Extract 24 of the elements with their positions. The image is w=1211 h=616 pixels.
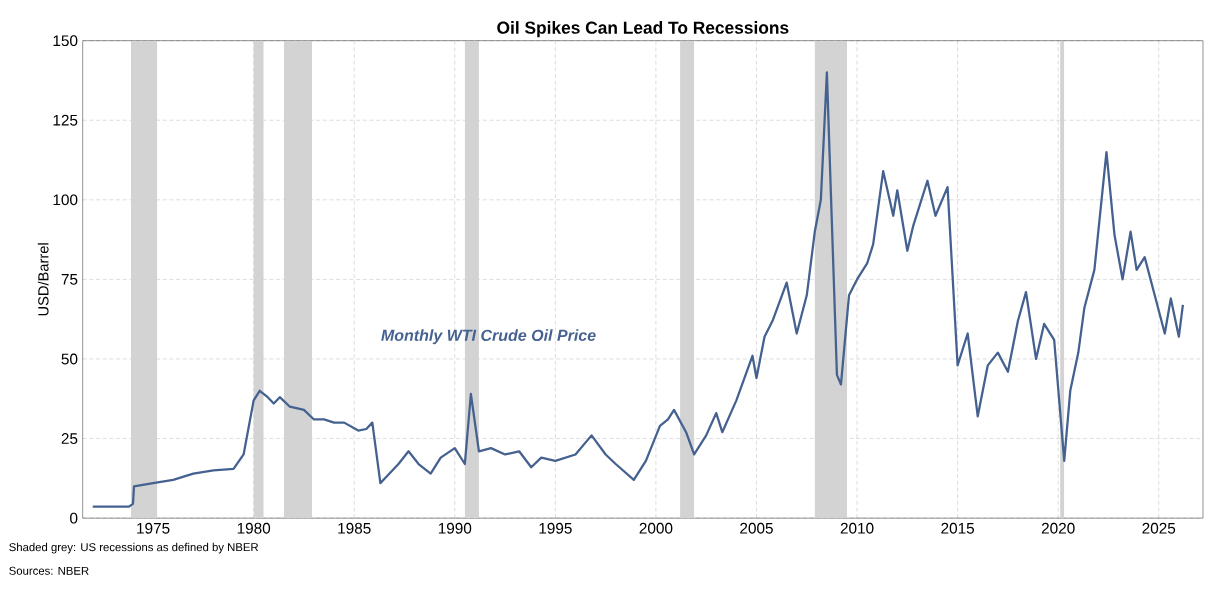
y-tick-label: 25 [61, 433, 78, 444]
line-series [91, 71, 1185, 508]
y-tick-label: 50 [61, 353, 78, 365]
text: Shaded grey: US recessions as defined by NBER [9, 542, 259, 554]
y-tick-label: 100 [53, 194, 78, 206]
x-tick-label: 1980 [237, 522, 271, 534]
chart-title: Oil Spikes Can Lead To Recessions [497, 21, 789, 38]
x-tick-label: 2000 [639, 522, 673, 534]
x-tick-label: 2020 [1041, 522, 1075, 534]
x-tick-label: 1975 [137, 522, 170, 534]
x-tick-label: 2015 [941, 522, 975, 534]
text: Monthly WTI Crude Oil Price [381, 329, 596, 345]
y-tick-label: 150 [53, 35, 78, 47]
y-tick-label: 75 [61, 273, 78, 285]
y-tick-label: 125 [53, 114, 78, 126]
y-tick-label: 0 [70, 512, 78, 524]
x-tick-label: 2025 [1142, 522, 1176, 534]
y-axis-title: USD/Barrel [37, 243, 49, 316]
x-tick-label: 2010 [840, 522, 874, 534]
x-tick-label: 1985 [338, 522, 371, 534]
x-tick-label: 2005 [740, 522, 773, 534]
x-tick-label: 1990 [438, 522, 472, 534]
x-tick-label: 1995 [539, 522, 572, 534]
source-note: Sources: NBER [9, 566, 89, 575]
